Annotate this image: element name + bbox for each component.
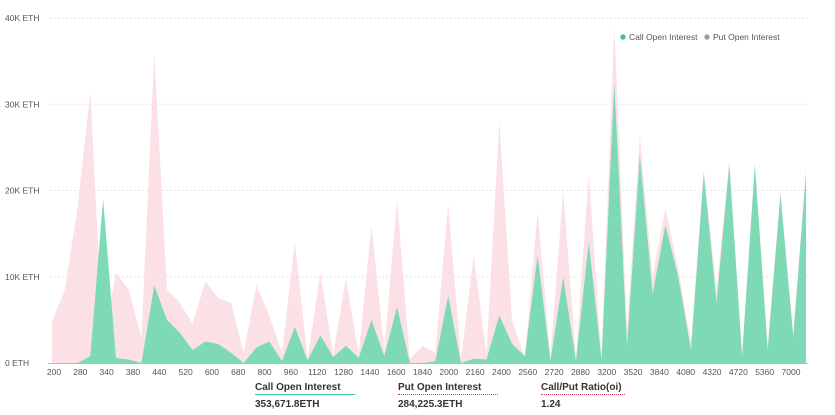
x-tick-label: 520 [179,367,193,377]
call-open-interest-area [52,82,806,363]
legend-marker[interactable] [620,34,626,40]
x-tick-label: 4320 [703,367,722,377]
x-tick-label: 680 [231,367,245,377]
ratio-underline [541,394,625,395]
put-open-interest-value: 284,225.3ETH [398,399,463,410]
put-open-interest-stat: Put Open Interest 284,225.3ETH [398,382,498,410]
x-tick-label: 1120 [308,367,327,377]
x-tick-label: 1600 [387,367,406,377]
x-tick-label: 4080 [676,367,695,377]
x-tick-label: 2400 [492,367,511,377]
x-tick-label: 960 [284,367,298,377]
x-tick-label: 2160 [466,367,485,377]
x-tick-label: 2880 [571,367,590,377]
y-tick-label: 30K ETH [5,99,40,109]
x-tick-label: 600 [205,367,219,377]
x-tick-label: 2560 [518,367,537,377]
call-underline [255,394,355,395]
put-open-interest-area [52,26,806,363]
x-tick-label: 200 [47,367,61,377]
open-interest-chart: 0 ETH 10K ETH 20K ETH 30K ETH 40K ETH 200 280 3… [5,13,808,377]
legend-label[interactable]: Call Open Interest [629,32,698,42]
x-tick-label: 1280 [334,367,353,377]
x-tick-label: 4720 [729,367,748,377]
legend-label[interactable]: Put Open Interest [713,32,780,42]
summary-stats: Call Open Interest 353,671.8ETH Put Open… [0,382,835,415]
y-tick-label: 0 ETH [5,358,29,368]
chart-axes: 0 ETH 10K ETH 20K ETH 30K ETH 40K ETH 200 280 3… [5,13,808,377]
x-tick-label: 380 [126,367,140,377]
x-tick-label: 3840 [650,367,669,377]
call-area-layer [52,82,806,363]
call-open-interest-stat: Call Open Interest 353,671.8ETH [255,382,355,410]
x-tick-label: 800 [257,367,271,377]
y-tick-label: 20K ETH [5,186,40,196]
put-underline [398,394,498,395]
y-tick-label: 40K ETH [5,13,40,23]
x-tick-label: 2000 [439,367,458,377]
x-tick-label: 1440 [360,367,379,377]
y-tick-label: 10K ETH [5,272,40,282]
x-tick-label: 340 [100,367,114,377]
x-tick-label: 3520 [624,367,643,377]
call-open-interest-label: Call Open Interest [255,382,341,393]
put-area-layer [52,26,806,363]
call-put-ratio-stat: Call/Put Ratio(oi) 1.24 [541,382,625,410]
chart-legend[interactable]: Call Open Interest Put Open Interest [620,32,780,42]
legend-marker[interactable] [704,34,710,40]
x-tick-label: 280 [73,367,87,377]
put-open-interest-label: Put Open Interest [398,382,482,393]
x-tick-label: 440 [152,367,166,377]
x-tick-label: 5360 [755,367,774,377]
call-put-ratio-label: Call/Put Ratio(oi) [541,382,622,393]
x-tick-label: 7000 [782,367,801,377]
call-put-ratio-value: 1.24 [541,399,561,410]
call-open-interest-value: 353,671.8ETH [255,399,320,410]
x-tick-label: 2720 [545,367,564,377]
x-tick-label: 1840 [413,367,432,377]
x-tick-label: 3200 [597,367,616,377]
